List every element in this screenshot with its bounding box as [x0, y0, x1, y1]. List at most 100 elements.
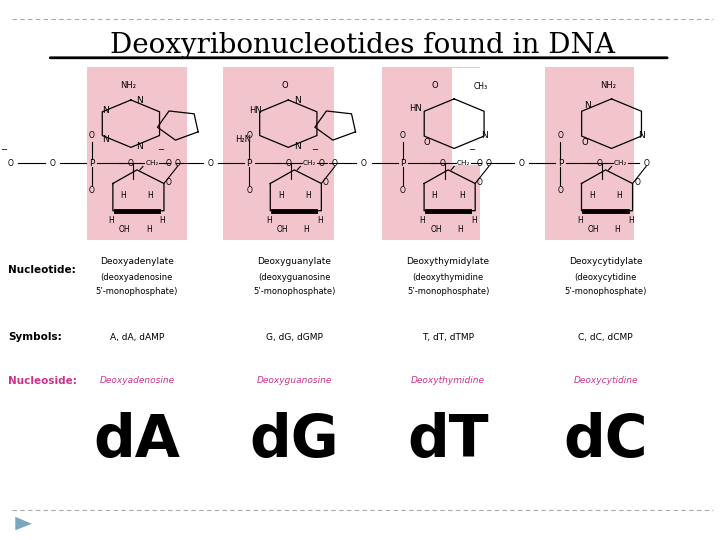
Text: C, dC, dCMP: C, dC, dCMP [578, 333, 633, 342]
Text: H: H [120, 192, 126, 200]
Text: N: N [584, 101, 591, 110]
Text: O: O [282, 80, 289, 90]
Text: O: O [477, 159, 482, 167]
Text: 5’-monophosphate): 5’-monophosphate) [407, 287, 490, 295]
Text: H: H [471, 217, 477, 225]
Text: O: O [557, 186, 563, 195]
Polygon shape [15, 517, 32, 530]
Text: CH₃: CH₃ [474, 82, 488, 91]
Text: P: P [246, 159, 252, 167]
Text: CH₂: CH₂ [456, 160, 470, 166]
Text: H: H [305, 192, 311, 200]
Text: Nucleotide:: Nucleotide: [8, 265, 76, 275]
Text: O: O [634, 178, 640, 187]
Text: H: H [109, 217, 114, 225]
Text: O: O [174, 159, 181, 167]
Text: O: O [361, 159, 367, 167]
Text: O: O [207, 159, 213, 167]
Bar [382, 68, 480, 240]
Text: T, dT, dTMP: T, dT, dTMP [422, 333, 474, 342]
Bar [545, 68, 634, 240]
Text: HN: HN [409, 104, 421, 113]
Text: −: − [0, 145, 6, 154]
Text: Deoxythymidine: Deoxythymidine [411, 376, 485, 385]
Text: N: N [294, 97, 301, 105]
Text: (deoxythymidine: (deoxythymidine [413, 273, 484, 281]
Text: O: O [323, 178, 329, 187]
Text: O: O [285, 159, 292, 167]
Text: O: O [597, 159, 603, 167]
Text: H: H [303, 226, 309, 234]
Text: H: H [420, 217, 426, 225]
Text: O: O [439, 159, 445, 167]
Text: 5’-monophosphate): 5’-monophosphate) [253, 287, 336, 295]
Text: H: H [160, 217, 166, 225]
Text: HN: HN [249, 105, 261, 114]
Text: dC: dC [563, 411, 648, 469]
Text: H: H [459, 192, 464, 200]
Text: N: N [638, 131, 645, 139]
Text: H₂N: H₂N [235, 135, 251, 144]
Text: Deoxycytidine: Deoxycytidine [573, 376, 638, 385]
Text: H: H [148, 192, 153, 200]
Text: −: − [157, 145, 164, 154]
Text: O: O [8, 159, 14, 167]
Text: P: P [89, 159, 94, 167]
Text: dT: dT [408, 411, 489, 469]
Text: P: P [400, 159, 406, 167]
Text: CH₂: CH₂ [302, 160, 316, 166]
Text: (deoxycytidine: (deoxycytidine [575, 273, 636, 281]
Text: NH₂: NH₂ [600, 80, 616, 90]
Text: N: N [102, 105, 109, 114]
Text: O: O [518, 159, 524, 167]
Text: H: H [278, 192, 284, 200]
Text: N: N [137, 97, 143, 105]
Text: N: N [137, 142, 143, 151]
Text: H: H [457, 226, 463, 234]
Bar [222, 68, 333, 240]
Text: 5’-monophosphate): 5’-monophosphate) [564, 287, 647, 295]
Text: −: − [311, 145, 318, 154]
Text: CH₂: CH₂ [614, 160, 627, 166]
Text: O: O [486, 159, 492, 167]
Text: N: N [294, 142, 301, 151]
Text: A, dA, dAMP: A, dA, dAMP [109, 333, 164, 342]
Text: Deoxycytidylate: Deoxycytidylate [569, 258, 642, 266]
Text: N: N [102, 135, 109, 144]
Text: O: O [581, 138, 588, 147]
Text: Deoxyribonucleotides found in DNA: Deoxyribonucleotides found in DNA [109, 32, 615, 59]
Text: G, dG, dGMP: G, dG, dGMP [266, 333, 323, 342]
Text: dA: dA [94, 411, 180, 469]
Text: (deoxyguanosine: (deoxyguanosine [258, 273, 330, 281]
Text: O: O [166, 178, 171, 187]
Bar [451, 68, 480, 165]
Text: dG: dG [250, 411, 339, 469]
Text: Deoxyadenylate: Deoxyadenylate [100, 258, 174, 266]
Text: CH₂: CH₂ [145, 160, 158, 166]
Text: OH: OH [119, 226, 131, 234]
Text: H: H [615, 226, 621, 234]
Text: O: O [50, 159, 55, 167]
Text: O: O [477, 178, 482, 187]
Text: OH: OH [431, 226, 442, 234]
Text: N: N [481, 131, 487, 139]
Text: Symbols:: Symbols: [8, 333, 62, 342]
Text: H: H [577, 217, 583, 225]
Text: Deoxythymidylate: Deoxythymidylate [407, 258, 490, 266]
Text: O: O [424, 138, 431, 147]
Text: H: H [146, 226, 152, 234]
Text: (deoxyadenosine: (deoxyadenosine [101, 273, 173, 281]
Text: Deoxyguanylate: Deoxyguanylate [257, 258, 331, 266]
Text: O: O [400, 131, 406, 140]
Text: OH: OH [588, 226, 599, 234]
Text: O: O [400, 186, 406, 195]
Text: −: − [468, 145, 475, 154]
Text: O: O [89, 131, 95, 140]
Text: OH: OH [276, 226, 288, 234]
Text: H: H [628, 217, 634, 225]
Text: O: O [332, 159, 338, 167]
Text: H: H [266, 217, 271, 225]
Text: H: H [589, 192, 595, 200]
Text: O: O [89, 186, 95, 195]
Text: O: O [319, 159, 325, 167]
